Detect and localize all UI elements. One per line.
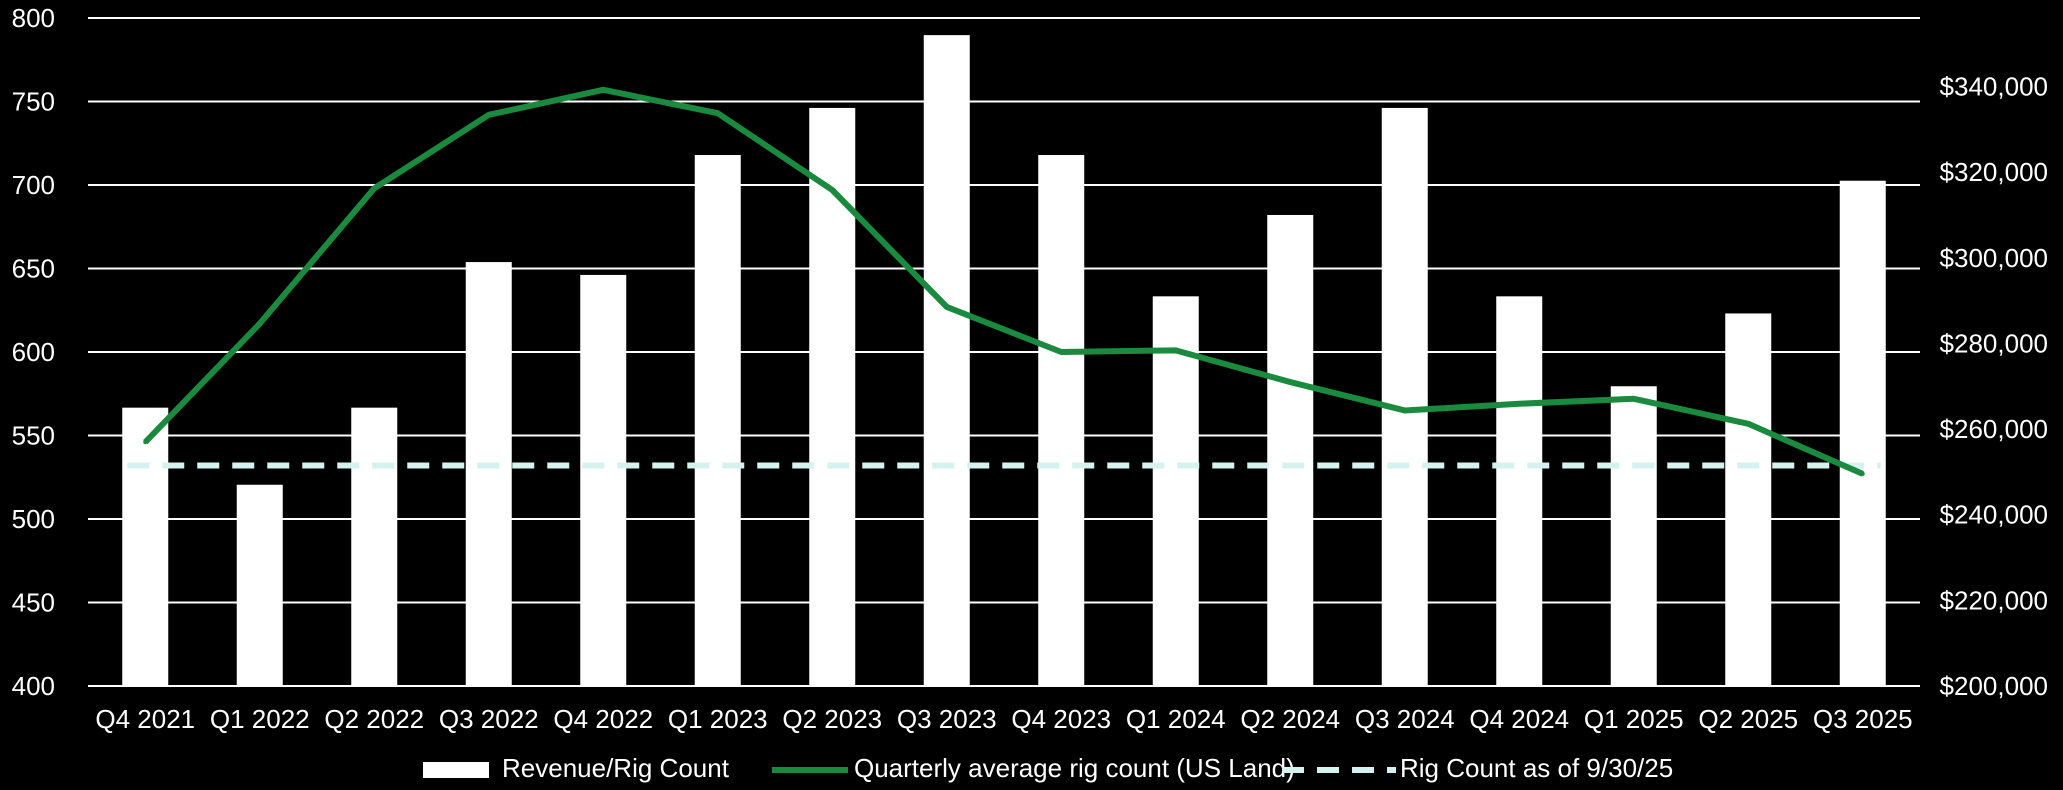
bar: [1267, 214, 1314, 686]
right-axis-tick-label: $280,000: [1940, 328, 2048, 358]
x-axis-tick-label: Q4 2024: [1469, 704, 1569, 734]
line-point: [1517, 401, 1522, 406]
right-axis-tick-label: $200,000: [1940, 671, 2048, 701]
legend-label-bar: Revenue/Rig Count: [502, 753, 730, 783]
left-axis-tick-label: 700: [12, 170, 55, 200]
legend: Revenue/Rig Count Quarterly average rig c…: [423, 753, 1673, 783]
x-axis-tick-label: Q2 2023: [782, 704, 882, 734]
bar: [1610, 386, 1657, 686]
line-point: [830, 188, 835, 193]
right-axis-tick-label: $260,000: [1940, 414, 2048, 444]
bar: [809, 107, 856, 686]
line-point: [1402, 408, 1407, 413]
line-point: [257, 321, 262, 326]
left-axis-tick-label: 550: [12, 421, 55, 451]
bar-series: [122, 35, 1886, 687]
bar: [1839, 180, 1886, 686]
line-point: [1860, 471, 1865, 476]
x-axis-tick-label: Q3 2025: [1813, 704, 1913, 734]
line-point: [715, 111, 720, 116]
bar: [236, 484, 283, 686]
bar: [122, 407, 169, 686]
left-axis-tick-label: 450: [12, 588, 55, 618]
line-point: [1288, 380, 1293, 385]
line-point: [486, 112, 491, 117]
right-axis-tick-label: $320,000: [1940, 157, 2048, 187]
x-axis-tick-label: Q4 2023: [1011, 704, 1111, 734]
x-axis-tick-label: Q2 2024: [1240, 704, 1340, 734]
left-axis-tick-label: 650: [12, 254, 55, 284]
line-point: [372, 186, 377, 191]
bar: [1152, 296, 1199, 686]
line-point: [1059, 350, 1064, 354]
bar: [580, 274, 627, 686]
line-series: [143, 86, 1865, 477]
x-axis-tick-label: Q2 2025: [1698, 704, 1798, 734]
line-point: [944, 304, 949, 309]
x-axis-tick-label: Q3 2022: [439, 704, 539, 734]
bar: [1725, 313, 1772, 686]
x-axis-tick-label: Q1 2025: [1584, 704, 1684, 734]
left-axis-tick-label: 800: [12, 3, 55, 33]
x-axis-tick-label: Q3 2024: [1355, 704, 1455, 734]
bar: [1496, 296, 1543, 686]
line-point: [1631, 396, 1636, 401]
x-axis-tick-label: Q2 2022: [324, 704, 424, 734]
x-axis-tick-label: Q3 2023: [897, 704, 997, 734]
x-axis-tick-label: Q4 2021: [95, 704, 195, 734]
x-axis-tick-label: Q4 2022: [553, 704, 653, 734]
legend-swatch-bar: [423, 762, 489, 778]
left-axis-tick-label: 750: [12, 87, 55, 117]
right-axis-tick-label: $340,000: [1940, 72, 2048, 102]
line-series-path: [143, 86, 1864, 477]
left-axis-tick-label: 500: [12, 504, 55, 534]
right-axis-tick-label: $220,000: [1940, 585, 2048, 615]
legend-label-reference: Rig Count as of 9/30/25: [1400, 753, 1673, 783]
left-axis-tick-label: 600: [12, 337, 55, 367]
line-point: [1746, 421, 1751, 426]
left-axis: 400 450 500 550 600 650 700 750 800: [12, 3, 55, 701]
right-axis-tick-label: $240,000: [1940, 500, 2048, 530]
left-axis-tick-label: 400: [12, 671, 55, 701]
x-axis: Q4 2021 Q1 2022 Q2 2022 Q3 2022 Q4 2022 Q1 20…: [95, 704, 1912, 734]
x-axis-tick-label: Q1 2024: [1126, 704, 1226, 734]
right-axis: $200,000 $220,000 $240,000 $260,000 $280,000…: [1940, 72, 2048, 701]
line-point: [143, 440, 148, 445]
bar: [1381, 107, 1428, 686]
x-axis-tick-label: Q1 2023: [668, 704, 768, 734]
bar: [351, 407, 398, 686]
right-axis-tick-label: $300,000: [1940, 243, 2048, 273]
bar: [694, 155, 741, 686]
line-point: [601, 87, 606, 92]
bar: [1038, 155, 1085, 686]
legend-label-line: Quarterly average rig count (US Land): [854, 753, 1295, 783]
bar: [465, 262, 512, 686]
line-point: [1173, 348, 1178, 353]
bar: [923, 35, 970, 687]
x-axis-tick-label: Q1 2022: [210, 704, 310, 734]
